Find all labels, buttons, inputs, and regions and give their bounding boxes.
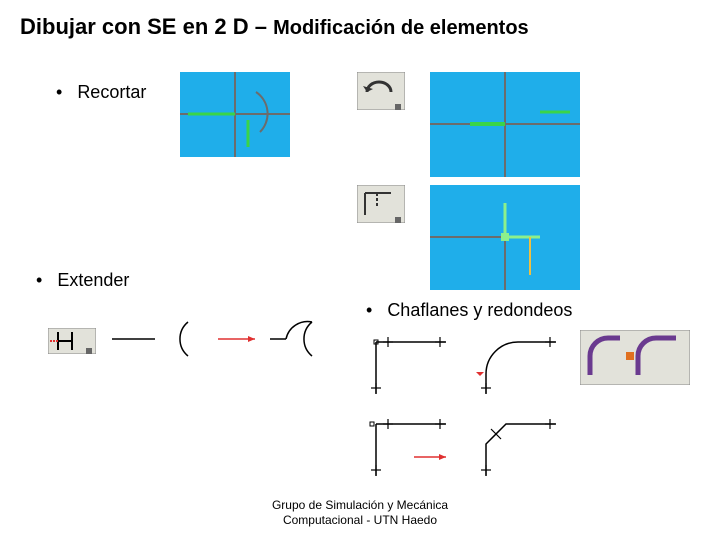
footer: Grupo de Simulación y Mecánica Computaci… <box>0 498 720 528</box>
footer-line1: Grupo de Simulación y Mecánica <box>272 498 448 512</box>
triangle-marker-icon <box>476 372 484 376</box>
chamfer-before <box>358 412 458 484</box>
bullet-recortar: Recortar <box>56 82 146 103</box>
bullet-chaflanes: Chaflanes y redondeos <box>366 300 572 321</box>
extender-tool-icon <box>48 328 96 354</box>
title-sub: Modificación de elementos <box>273 17 529 39</box>
bullet-extender: Extender <box>36 270 129 291</box>
title-main: Dibujar con SE en 2 D – <box>20 14 273 39</box>
fillet-before <box>358 330 458 402</box>
fillet-tool-icon <box>580 330 690 385</box>
extend-tool-icon <box>357 185 405 223</box>
chamfer-after <box>468 412 568 484</box>
fillet-after <box>468 330 568 402</box>
page-title: Dibujar con SE en 2 D – Modificación de … <box>20 14 529 40</box>
trim-panel-left <box>180 72 290 157</box>
footer-line2: Computacional - UTN Haedo <box>283 513 437 527</box>
extender-diagram <box>100 314 350 364</box>
trim-tool-icon <box>357 72 405 110</box>
trim-panel-right-before <box>430 72 580 177</box>
trim-panel-right-after <box>430 185 580 290</box>
